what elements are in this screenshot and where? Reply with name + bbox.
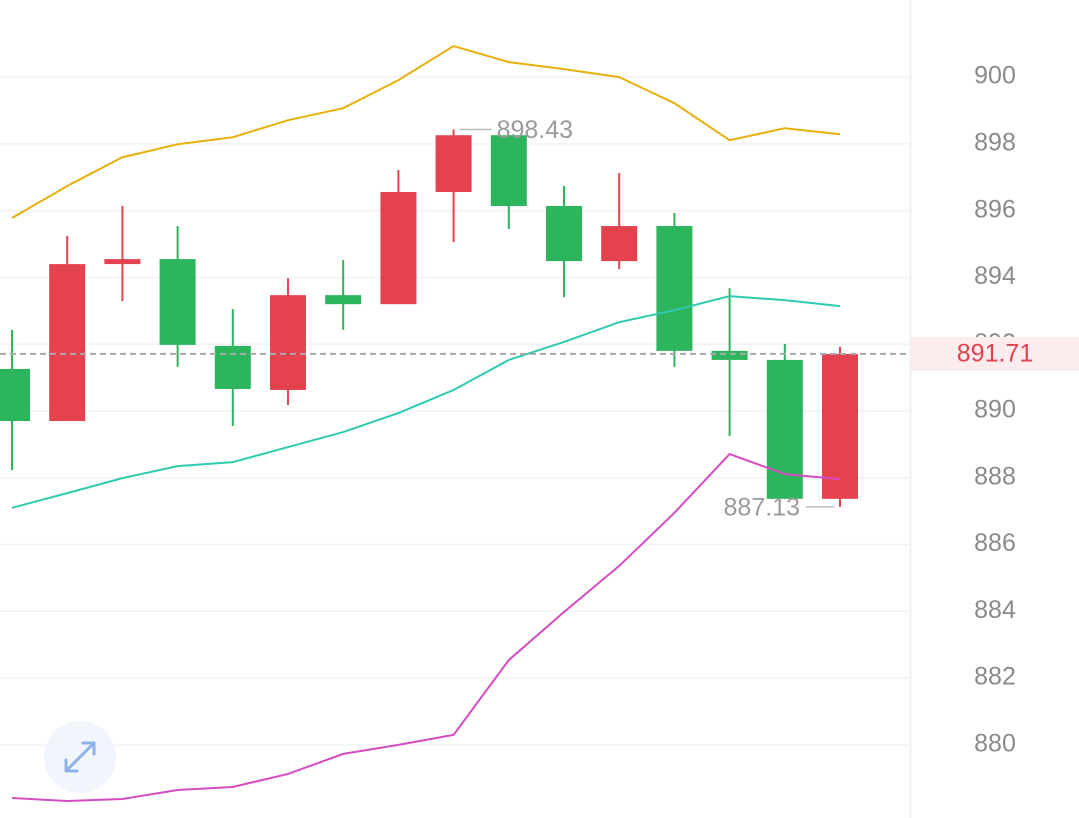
y-tick-label: 890: [974, 396, 1016, 424]
last-price-bg: [911, 336, 1079, 371]
candle-body: [325, 295, 362, 305]
candle-body: [766, 359, 803, 499]
y-tick-label: 880: [974, 729, 1016, 757]
last-price-label: 891.71: [957, 340, 1033, 368]
candle-body: [656, 226, 693, 351]
candle-body: [214, 345, 251, 389]
y-tick-label: 898: [974, 129, 1016, 157]
expand-button[interactable]: [44, 721, 116, 793]
candle-body: [49, 264, 86, 422]
y-tick-label: 900: [974, 62, 1016, 90]
band-line: [11, 44, 841, 219]
candle-body: [822, 353, 858, 499]
candle-body: [0, 368, 30, 422]
y-tick-label: 882: [974, 663, 1016, 691]
expand-icon[interactable]: [64, 741, 96, 773]
candle-body: [159, 259, 196, 345]
band-line: [11, 295, 841, 509]
candle-body: [546, 206, 582, 262]
y-tick-label: 886: [974, 529, 1016, 557]
candle-body: [435, 135, 472, 192]
candle-body: [490, 135, 527, 207]
y-tick-label: 888: [974, 462, 1016, 490]
candle-body: [380, 191, 417, 305]
high-marker-label: 898.43: [497, 116, 573, 144]
band-line: [11, 452, 841, 802]
low-marker-label: 887.13: [724, 493, 800, 521]
y-tick-label: 884: [974, 596, 1016, 624]
candle-body: [711, 350, 748, 360]
candle-body: [270, 295, 306, 390]
candle-body: [601, 226, 638, 262]
y-tick-label: 896: [974, 195, 1016, 223]
candle-body: [104, 259, 141, 265]
y-tick-label: 894: [974, 262, 1016, 290]
